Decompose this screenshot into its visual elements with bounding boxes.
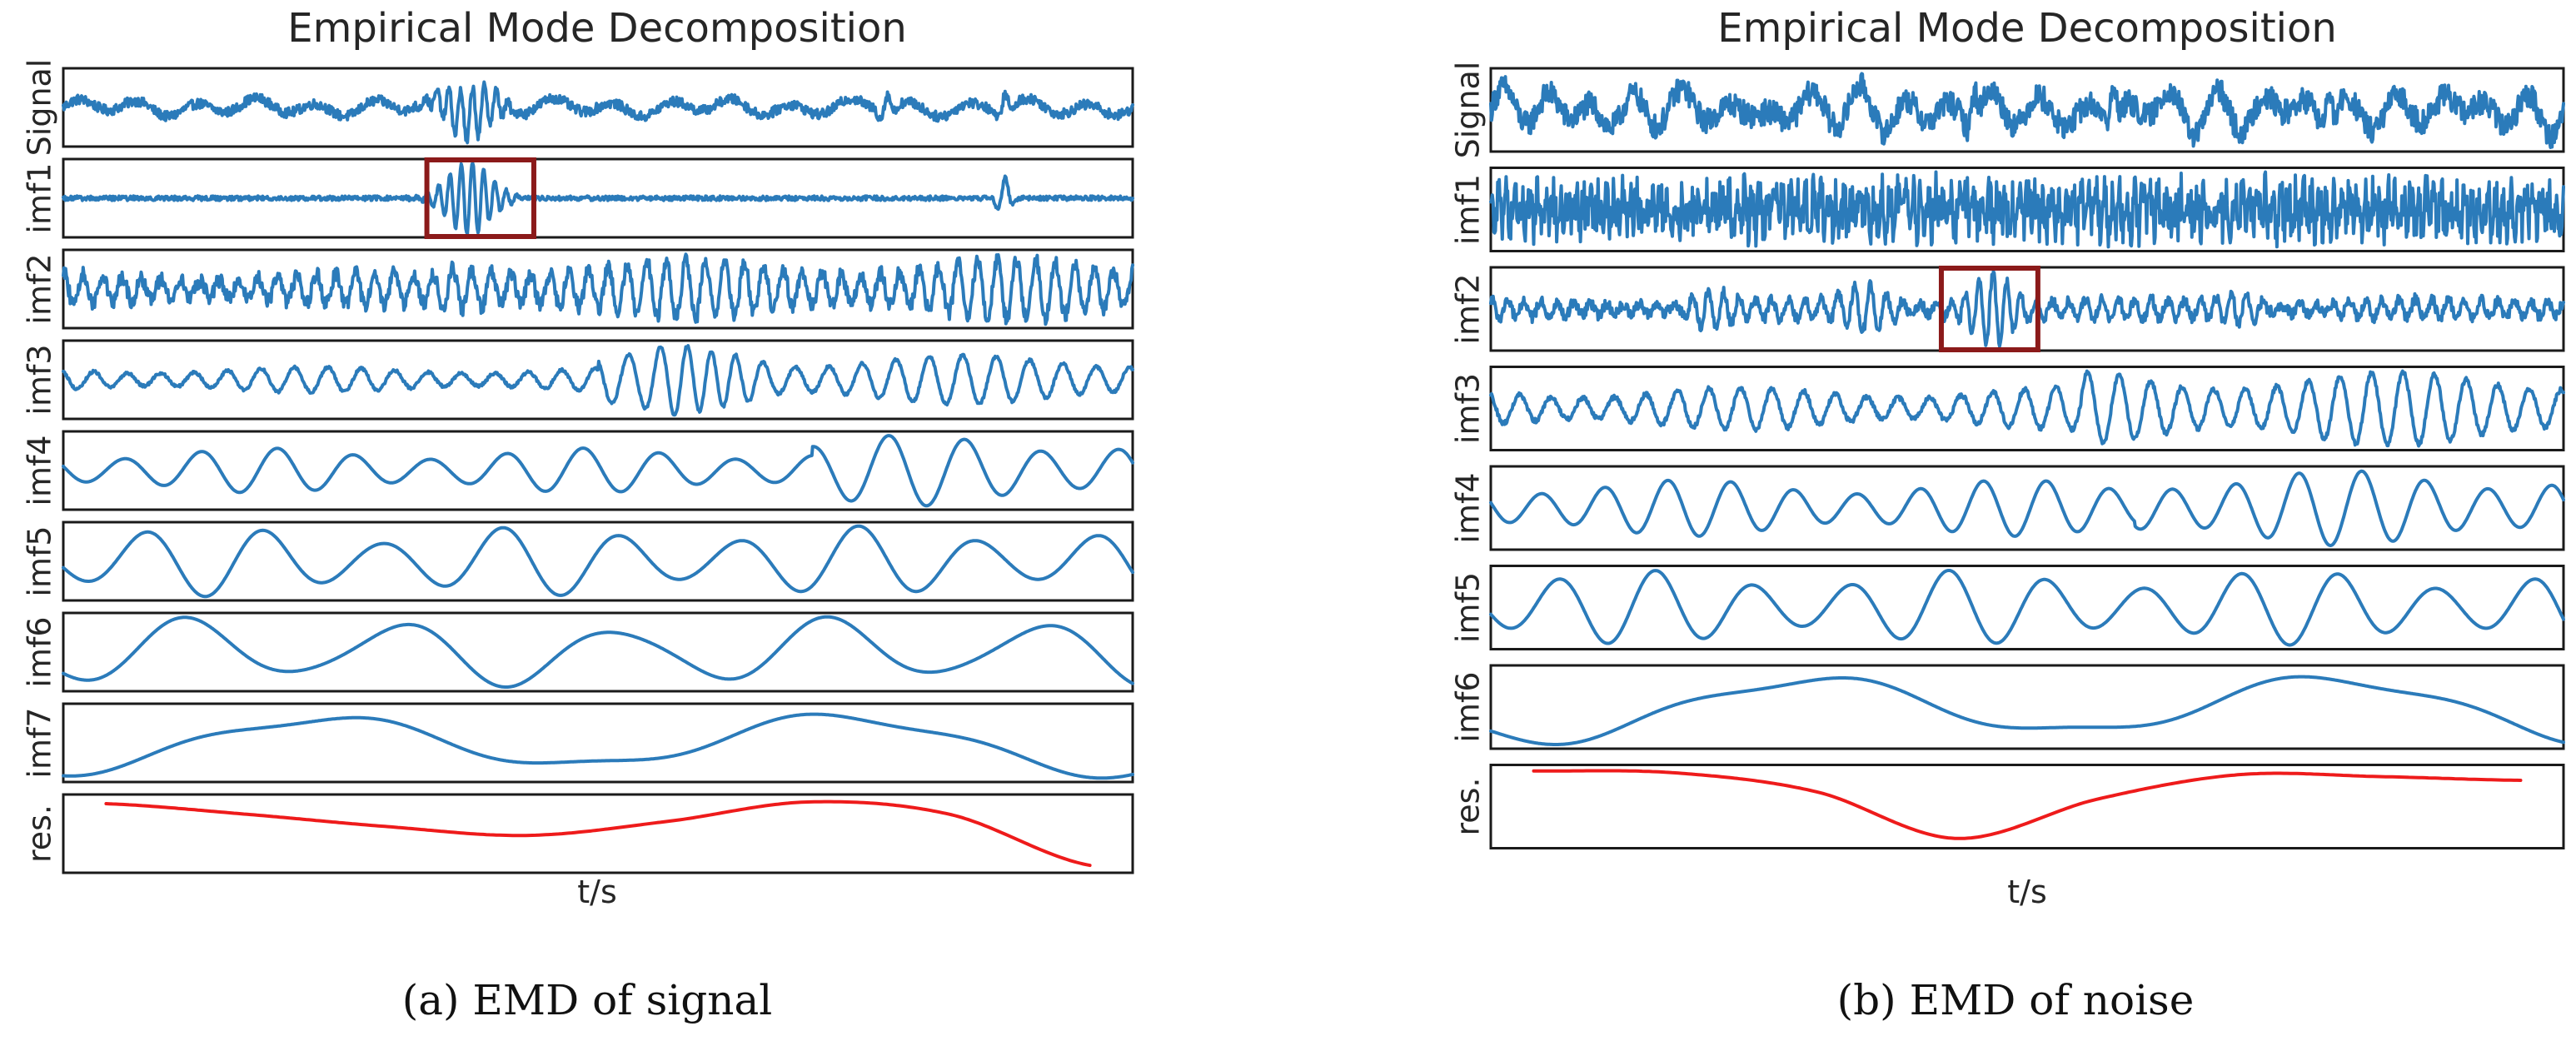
panel-a-res-frame [62, 793, 1134, 874]
panel-a-imf4-frame [62, 430, 1134, 511]
panel-b-imf6-frame [1489, 664, 2565, 750]
panel-b-imf3-label: imf3 [1450, 373, 1487, 444]
panel-a-imf1-label: imf1 [22, 162, 58, 233]
panel-a-res-trace [104, 799, 1092, 868]
panel-b-imf5-trace [1489, 569, 2565, 647]
panel-a-imf4-trace [62, 434, 1134, 508]
panel-a-imf7-label: imf7 [22, 707, 58, 778]
panel-b-signal-label: Signal [1450, 62, 1487, 159]
panel-a-imf7-trace [62, 712, 1134, 780]
panel-b-title: Empirical Mode Decomposition [1717, 5, 2337, 52]
panel-a-imf5-frame [62, 521, 1134, 602]
panel-b-imf5-label: imf5 [1450, 572, 1487, 643]
panel-a-xlabel: t/s [577, 874, 617, 910]
panel-a-caption: (a) EMD of signal [402, 976, 773, 1024]
panel-a-res-label: res. [22, 804, 58, 863]
panel-b-xlabel: t/s [2007, 874, 2047, 910]
panel-a-imf3-label: imf3 [22, 344, 58, 415]
panel-a-imf2-label: imf2 [22, 253, 58, 324]
panel-b: Empirical Mode Decomposition Signal imf1 i… [1450, 5, 2565, 1024]
panel-b-caption: (b) EMD of noise [1837, 976, 2195, 1024]
panel-a-signal-label: Signal [22, 59, 58, 157]
panel-b-imf6-trace [1489, 675, 2565, 746]
panel-b-signal-trace [1489, 72, 2565, 149]
panel-a-imf1-trace [62, 162, 1134, 236]
panel-b-highlight-box [1938, 266, 2040, 352]
panel-b-imf1-trace [1489, 170, 2565, 249]
panel-a-imf7-frame [62, 702, 1134, 784]
panel-a-signal-trace [62, 80, 1134, 145]
panel-a: Empirical Mode Decomposition Signal imf1 i… [22, 5, 1134, 1024]
panel-b-res-label: res. [1450, 777, 1487, 835]
panel-b-res-trace [1532, 769, 2523, 840]
panel-a-imf4-label: imf4 [22, 435, 58, 506]
panel-a-imf2-trace [62, 252, 1134, 326]
panel-a-imf3-trace [62, 344, 1134, 417]
panel-b-imf4-trace [1489, 469, 2565, 547]
panel-b-imf1-label: imf1 [1450, 174, 1487, 245]
panel-b-imf2-trace [1489, 270, 2565, 348]
panel-b-res-frame [1489, 764, 2565, 849]
panel-a-imf6-trace [62, 615, 1134, 689]
panel-a-imf5-label: imf5 [22, 525, 58, 596]
panel-b-imf3-trace [1489, 369, 2565, 448]
panel-b-imf5-frame [1489, 565, 2565, 650]
panel-a-imf5-trace [62, 524, 1134, 599]
panel-b-imf2-label: imf2 [1450, 273, 1487, 344]
panel-a-imf6-label: imf6 [22, 616, 58, 687]
panel-a-imf6-frame [62, 611, 1134, 693]
panel-a-highlight-box [424, 157, 536, 239]
panel-b-imf6-label: imf6 [1450, 671, 1487, 742]
panel-b-imf4-label: imf4 [1450, 472, 1487, 543]
panel-a-title: Empirical Mode Decomposition [287, 5, 907, 52]
